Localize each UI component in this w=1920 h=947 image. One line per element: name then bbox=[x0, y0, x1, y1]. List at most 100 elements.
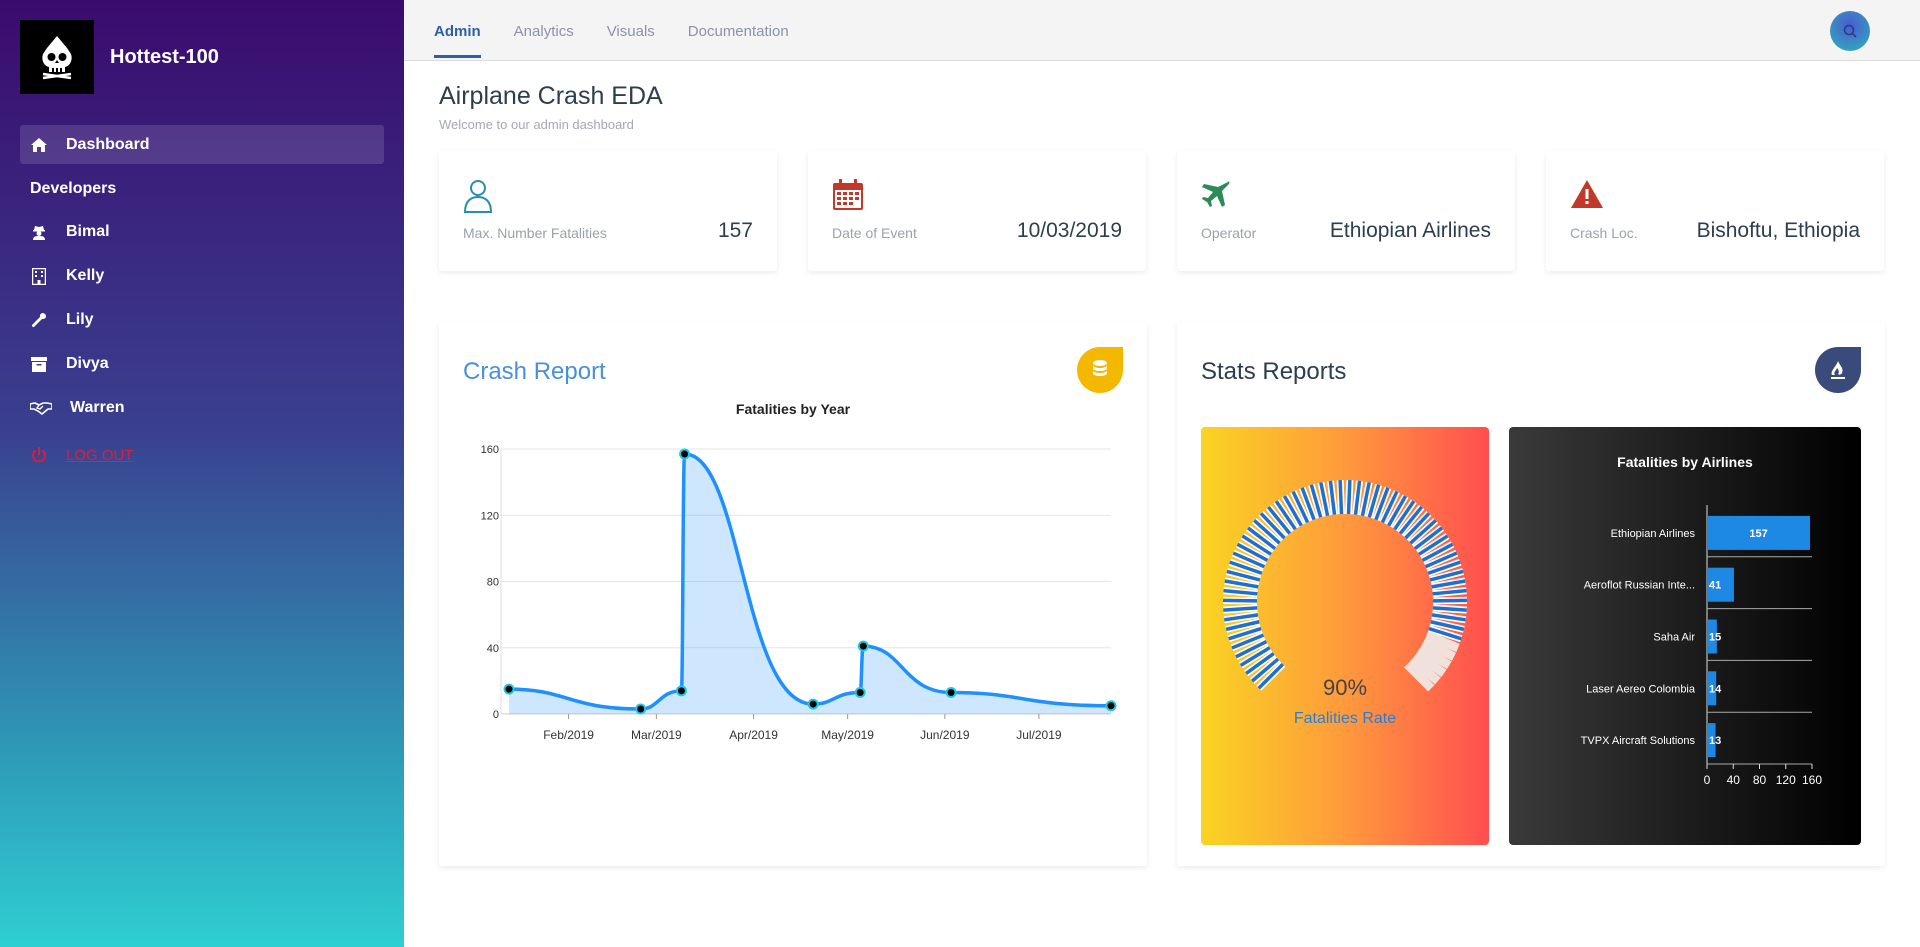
gauge-segment bbox=[1424, 630, 1460, 653]
logout-label: LOG OUT bbox=[66, 446, 134, 464]
gauge-segment-fill bbox=[1328, 480, 1337, 515]
gauge-segment-fill bbox=[1309, 484, 1323, 518]
sidebar-item-bimal[interactable]: Bimal bbox=[30, 210, 125, 254]
sidebar-item-label: Dashboard bbox=[66, 135, 150, 153]
data-label: 41 bbox=[1709, 580, 1721, 592]
topbar: Admin Analytics Visuals Documentation bbox=[404, 0, 1920, 61]
tab-analytics[interactable]: Analytics bbox=[513, 23, 574, 40]
x-tick-label: Jun/2019 bbox=[920, 728, 970, 742]
gauge-segment-fill bbox=[1223, 588, 1258, 596]
database-icon[interactable] bbox=[1077, 347, 1123, 393]
gauge-segment-fill bbox=[1300, 487, 1316, 521]
tab-documentation[interactable]: Documentation bbox=[687, 23, 789, 40]
category-label: TVPX Aircraft Solutions bbox=[1581, 735, 1696, 747]
data-label: 14 bbox=[1709, 683, 1722, 695]
sidebar-item-lily[interactable]: Lily bbox=[30, 298, 125, 342]
data-point[interactable] bbox=[807, 698, 819, 710]
bar[interactable] bbox=[1707, 671, 1717, 706]
gauge-segment-fill bbox=[1432, 606, 1467, 612]
wrench-icon bbox=[30, 311, 48, 329]
data-point[interactable] bbox=[854, 686, 866, 698]
category-label: Aeroflot Russian Inte... bbox=[1584, 580, 1695, 592]
home-icon bbox=[30, 136, 48, 154]
gauge-segment-fill bbox=[1232, 551, 1266, 569]
logout-link[interactable]: LOG OUT bbox=[30, 446, 134, 464]
plane-icon bbox=[1201, 179, 1235, 213]
data-point[interactable] bbox=[503, 683, 515, 695]
gauge-segment-fill bbox=[1282, 495, 1303, 527]
gauge-segment-fill bbox=[1398, 505, 1423, 535]
gauge-segment bbox=[1413, 649, 1447, 678]
data-point[interactable] bbox=[679, 448, 691, 460]
data-label: 157 bbox=[1749, 528, 1767, 540]
section-label-developers: Developers bbox=[30, 180, 117, 197]
sidebar-item-kelly[interactable]: Kelly bbox=[30, 254, 125, 298]
data-point[interactable] bbox=[1105, 700, 1117, 712]
sidebar: Hottest-100 Dashboard Developers Bimal K… bbox=[0, 0, 404, 947]
x-tick-label: Apr/2019 bbox=[729, 728, 778, 742]
tab-visuals[interactable]: Visuals bbox=[606, 23, 655, 40]
stat-label: Operator bbox=[1201, 225, 1257, 241]
category-label: Ethiopian Airlines bbox=[1611, 528, 1696, 540]
bar[interactable] bbox=[1707, 515, 1811, 550]
gauge-segment-fill bbox=[1338, 480, 1344, 515]
bar-chart: Fatalities by Airlines Ethiopian Airline… bbox=[1581, 454, 1823, 787]
gauge-segment-fill bbox=[1346, 480, 1352, 515]
crash-report-panel: Crash Report Fatalities by Year 0 40 80 120… bbox=[439, 322, 1147, 866]
gauge-segment-fill bbox=[1224, 613, 1259, 622]
data-point[interactable] bbox=[635, 703, 647, 715]
data-point[interactable] bbox=[675, 685, 687, 697]
gauge-segment-fill bbox=[1360, 482, 1371, 517]
fatalities-rate-gauge: 90% Fatalities Rate bbox=[1201, 427, 1489, 845]
user-icon bbox=[463, 179, 497, 213]
sidebar-item-dashboard[interactable]: Dashboard bbox=[20, 125, 384, 164]
sidebar-item-warren[interactable]: Warren bbox=[30, 386, 125, 430]
category-label: Saha Air bbox=[1653, 632, 1695, 644]
gauge-segment-fill bbox=[1431, 579, 1466, 589]
bar[interactable] bbox=[1707, 619, 1717, 654]
fire-icon[interactable] bbox=[1815, 347, 1861, 393]
stat-label: Date of Event bbox=[832, 225, 917, 241]
data-point[interactable] bbox=[945, 686, 957, 698]
panel-title: Stats Reports bbox=[1201, 358, 1347, 385]
stats-reports-panel: Stats Reports 90% Fatalities Rate Fatali… bbox=[1177, 322, 1885, 866]
gauge-segment-fill bbox=[1253, 519, 1281, 545]
power-icon bbox=[30, 446, 48, 464]
gauge-segment-fill bbox=[1259, 512, 1286, 540]
gauge-segment-fill bbox=[1257, 662, 1285, 690]
x-tick-label: Feb/2019 bbox=[543, 728, 594, 742]
handshake-icon bbox=[30, 399, 52, 417]
gauge-segment-fill bbox=[1430, 620, 1465, 632]
gauge-segment-fill bbox=[1421, 542, 1454, 562]
gauge-segment-fill bbox=[1393, 500, 1416, 531]
gauge-segment-fill bbox=[1319, 482, 1330, 517]
chart-title: Fatalities by Airlines bbox=[1617, 454, 1753, 470]
x-tick-label: 80 bbox=[1753, 773, 1767, 787]
stat-card-operator: Operator Ethiopian Airlines bbox=[1177, 151, 1515, 271]
x-tick-label: May/2019 bbox=[821, 728, 874, 742]
bar[interactable] bbox=[1707, 723, 1716, 758]
gauge-segment bbox=[1404, 661, 1435, 692]
stat-value: Ethiopian Airlines bbox=[1329, 219, 1491, 242]
gauge-segment-fill bbox=[1235, 639, 1268, 659]
sidebar-item-divya[interactable]: Divya bbox=[30, 342, 125, 386]
tab-admin[interactable]: Admin bbox=[434, 0, 481, 58]
gauge-segment bbox=[1409, 655, 1441, 685]
avatar[interactable] bbox=[1830, 11, 1870, 51]
gauge-segment-fill bbox=[1267, 505, 1292, 535]
data-point[interactable] bbox=[857, 640, 869, 652]
sidebar-item-label: Bimal bbox=[66, 223, 110, 240]
warning-icon bbox=[1570, 179, 1604, 213]
x-tick-label: Mar/2019 bbox=[631, 728, 682, 742]
brand[interactable]: Hottest-100 bbox=[20, 20, 219, 94]
gauge-segment-fill bbox=[1239, 646, 1271, 667]
gauge-segment-fill bbox=[1387, 495, 1408, 527]
gauge-segment-fill bbox=[1404, 512, 1431, 540]
y-tick-label: 40 bbox=[487, 643, 499, 655]
bar[interactable] bbox=[1707, 567, 1734, 602]
gauge-segment-fill bbox=[1429, 569, 1464, 582]
stat-label: Crash Loc. bbox=[1570, 225, 1638, 241]
tab-bar: Admin Analytics Visuals Documentation bbox=[434, 0, 822, 61]
gauge-segment-fill bbox=[1424, 551, 1458, 569]
gauge-segment-fill bbox=[1413, 526, 1444, 550]
